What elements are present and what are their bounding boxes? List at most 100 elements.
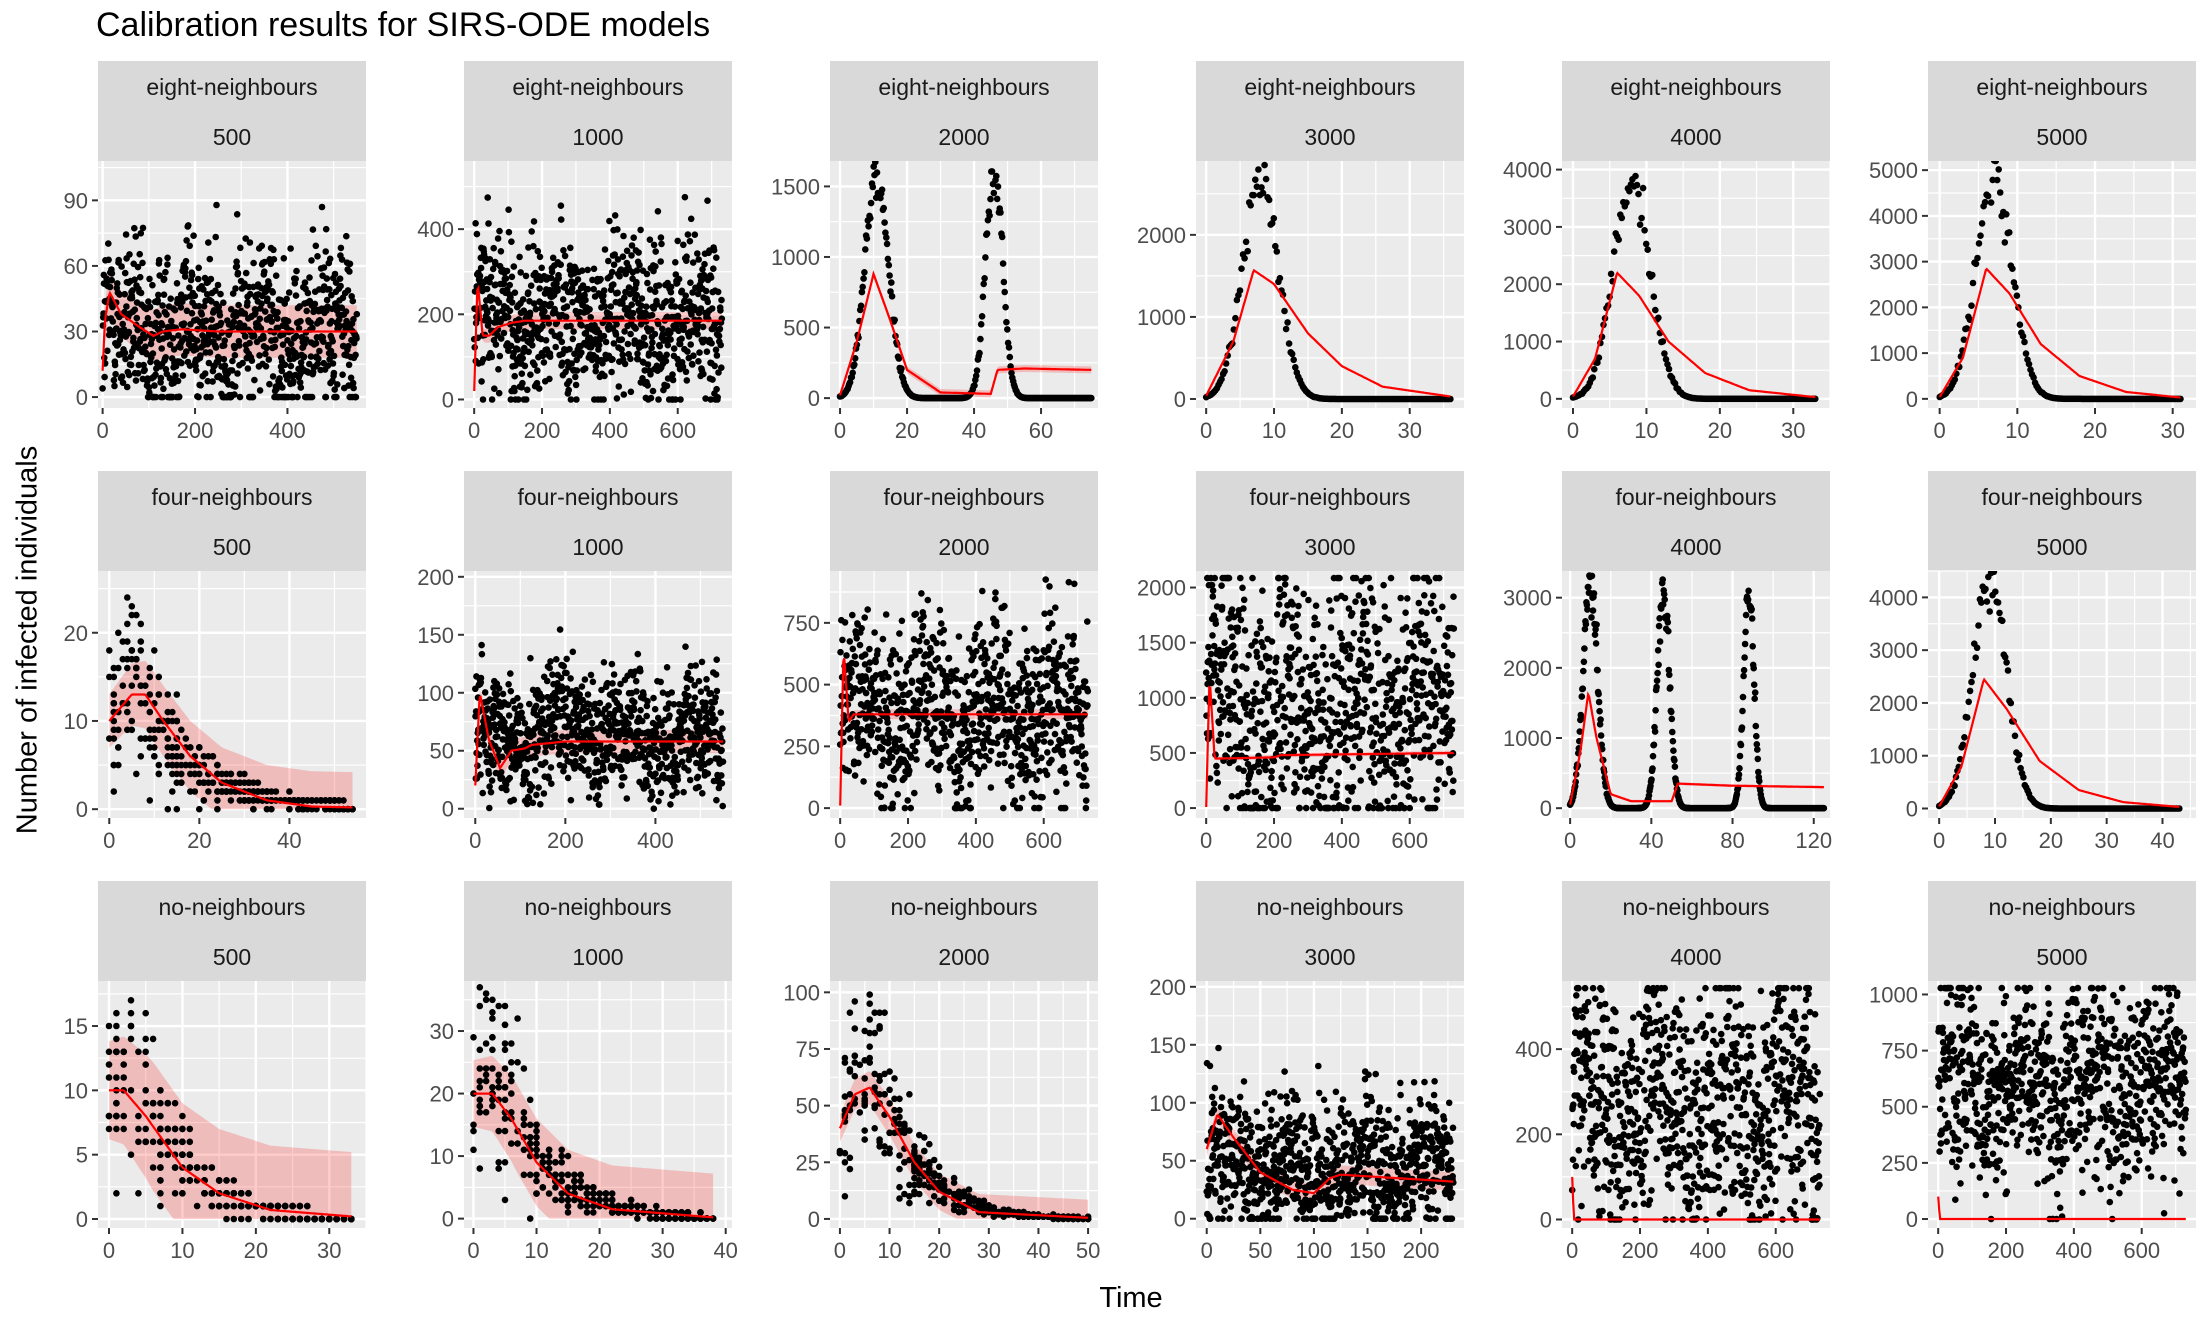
data-point bbox=[300, 353, 308, 361]
data-point bbox=[269, 373, 277, 380]
data-point bbox=[246, 339, 253, 347]
data-point bbox=[843, 652, 850, 659]
data-point bbox=[131, 276, 138, 284]
data-point bbox=[600, 766, 607, 774]
data-point bbox=[256, 387, 264, 394]
data-point bbox=[688, 311, 695, 318]
data-point bbox=[567, 322, 574, 330]
data-point bbox=[1029, 701, 1036, 709]
data-point bbox=[241, 770, 248, 778]
data-point bbox=[937, 762, 944, 769]
y-tick-label: 20 bbox=[64, 621, 88, 646]
data-point bbox=[718, 746, 725, 754]
data-point bbox=[939, 640, 947, 647]
data-point bbox=[195, 393, 202, 401]
x-tick-label: 30 bbox=[1397, 418, 1421, 443]
data-point bbox=[212, 233, 219, 241]
y-tick-label: 5000 bbox=[1869, 158, 1918, 183]
data-point bbox=[929, 741, 937, 748]
data-point bbox=[610, 340, 618, 347]
data-point bbox=[901, 804, 909, 812]
data-point bbox=[486, 278, 493, 286]
data-point bbox=[592, 367, 599, 375]
data-point bbox=[130, 334, 137, 342]
data-point bbox=[546, 375, 553, 383]
data-point bbox=[691, 694, 699, 701]
data-point bbox=[558, 338, 566, 346]
data-point bbox=[878, 186, 886, 193]
data-point bbox=[987, 195, 994, 203]
data-point bbox=[862, 246, 869, 253]
data-point bbox=[132, 233, 139, 240]
data-point bbox=[950, 754, 958, 762]
data-point bbox=[911, 789, 918, 797]
data-point bbox=[906, 689, 913, 697]
data-point bbox=[655, 797, 662, 805]
data-point bbox=[857, 302, 865, 310]
data-point bbox=[544, 314, 551, 322]
data-point bbox=[584, 691, 592, 698]
data-point bbox=[234, 370, 241, 377]
data-point bbox=[142, 735, 149, 742]
data-point bbox=[214, 770, 221, 778]
data-point bbox=[689, 259, 697, 266]
data-point bbox=[646, 764, 653, 771]
data-point bbox=[665, 700, 673, 707]
data-point bbox=[562, 752, 570, 759]
data-point bbox=[2003, 211, 2010, 218]
figure-title: Calibration results for SIRS-ODE models bbox=[96, 6, 711, 44]
data-point bbox=[619, 300, 626, 308]
data-point bbox=[186, 284, 193, 292]
data-point bbox=[494, 309, 501, 316]
data-point bbox=[559, 733, 566, 740]
data-point bbox=[105, 240, 112, 247]
data-point bbox=[141, 334, 148, 342]
data-point bbox=[295, 325, 303, 332]
data-point bbox=[508, 238, 515, 245]
data-point bbox=[290, 797, 298, 804]
data-point bbox=[1032, 746, 1040, 753]
data-point bbox=[540, 359, 548, 366]
data-point bbox=[618, 782, 625, 789]
data-point bbox=[128, 682, 136, 689]
data-point bbox=[911, 747, 919, 755]
data-point bbox=[505, 681, 512, 688]
data-point bbox=[519, 296, 527, 303]
y-tick-label: 2000 bbox=[1503, 272, 1552, 297]
data-point bbox=[202, 317, 210, 325]
data-point bbox=[543, 677, 551, 685]
data-point bbox=[1014, 702, 1021, 710]
data-point bbox=[707, 274, 715, 281]
data-point bbox=[848, 669, 855, 676]
data-point bbox=[545, 704, 552, 711]
panel-plot-area bbox=[106, 594, 356, 813]
y-tick-label: 0 bbox=[76, 385, 88, 410]
data-point bbox=[712, 671, 720, 678]
data-point bbox=[524, 386, 531, 394]
data-point bbox=[663, 351, 670, 359]
data-point bbox=[718, 772, 725, 779]
data-point bbox=[529, 342, 536, 349]
data-point bbox=[559, 359, 566, 367]
facet-strip bbox=[830, 471, 1098, 571]
facet-strip-label-size: 2000 bbox=[938, 534, 989, 560]
data-point bbox=[694, 773, 702, 781]
data-point bbox=[988, 168, 996, 175]
data-point bbox=[572, 381, 580, 389]
data-point bbox=[270, 255, 278, 263]
data-point bbox=[250, 332, 258, 340]
data-point bbox=[1633, 181, 1641, 189]
facet-strip-label-model: eight-neighbours bbox=[1976, 74, 2147, 100]
data-point bbox=[719, 758, 727, 765]
data-point bbox=[532, 767, 539, 774]
data-point bbox=[582, 296, 589, 304]
data-point bbox=[883, 234, 890, 241]
data-point bbox=[920, 683, 928, 690]
data-point bbox=[620, 232, 627, 240]
data-point bbox=[286, 805, 293, 813]
data-point bbox=[681, 193, 689, 201]
data-point bbox=[169, 788, 176, 795]
data-point bbox=[671, 753, 679, 761]
data-point bbox=[876, 717, 883, 725]
facet-strip-label-size: 3000 bbox=[1304, 124, 1355, 150]
